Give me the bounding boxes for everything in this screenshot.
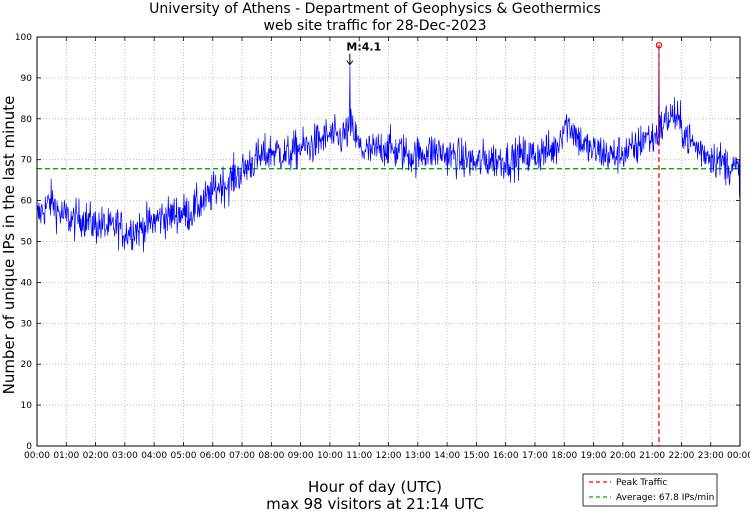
traffic-series-line	[36, 45, 741, 253]
x-tick-label: 09:00	[288, 451, 314, 461]
x-tick-label: 19:00	[581, 451, 607, 461]
x-tick-label: 07:00	[229, 451, 255, 461]
x-axis-label: Hour of day (UTC)	[308, 478, 442, 496]
x-tick-label: 06:00	[200, 451, 226, 461]
x-tick-label: 11:00	[346, 451, 372, 461]
x-tick-label: 22:00	[668, 451, 694, 461]
y-tick-label: 0	[26, 442, 32, 452]
x-tick-label: 20:00	[610, 451, 636, 461]
series-layer	[36, 45, 741, 253]
x-tick-label: 05:00	[170, 451, 196, 461]
x-tick-label: 10:00	[317, 451, 343, 461]
quake-annotation-arrow	[346, 53, 354, 66]
y-tick-label: 70	[21, 156, 33, 166]
x-tick-label: 03:00	[112, 451, 138, 461]
legend-box	[582, 473, 718, 507]
x-tick-label: 00:00	[727, 451, 750, 461]
y-axis-ticks: 0 10 20 30 40 50 60 70 80 90 100	[15, 33, 740, 452]
x-tick-label: 04:00	[141, 451, 167, 461]
y-tick-label: 80	[21, 115, 33, 125]
y-tick-label: 10	[21, 401, 33, 411]
legend-average-label: Average: 67.8 IPs/min	[616, 493, 714, 503]
x-tick-label: 21:00	[639, 451, 665, 461]
y-tick-label: 30	[21, 319, 33, 329]
y-tick-label: 100	[15, 33, 32, 43]
x-tick-label: 23:00	[698, 451, 724, 461]
x-tick-label: 02:00	[83, 451, 109, 461]
x-tick-label: 17:00	[522, 451, 548, 461]
annotation-layer: M:4.1	[346, 41, 381, 66]
x-tick-label: 01:00	[53, 451, 79, 461]
grid	[37, 37, 740, 446]
y-axis-label: Number of unique IPs in the last minute	[0, 96, 18, 395]
x-tick-label: 15:00	[463, 451, 489, 461]
y-tick-label: 50	[21, 238, 33, 248]
chart-title: University of Athens - Department of Geo…	[149, 1, 601, 17]
legend: Peak Traffic Average: 67.8 IPs/min	[582, 473, 718, 507]
quake-annotation-label: M:4.1	[346, 41, 381, 54]
y-tick-label: 20	[21, 360, 33, 370]
x-tick-label: 18:00	[551, 451, 577, 461]
peak-marker	[655, 41, 663, 49]
y-tick-label: 90	[21, 74, 33, 84]
x-tick-label: 12:00	[376, 451, 402, 461]
max-visitors-note: max 98 visitors at 21:14 UTC	[266, 495, 484, 511]
y-tick-label: 40	[21, 278, 33, 288]
peak-layer	[655, 41, 663, 446]
x-tick-label: 08:00	[258, 451, 284, 461]
x-axis-ticks: 00:00 01:00 02:00 03:00 04:00 05:00 06:00 07:00…	[24, 37, 750, 461]
chart-subtitle: web site traffic for 28-Dec-2023	[264, 18, 487, 34]
y-tick-label: 60	[21, 197, 33, 207]
x-tick-label: 00:00	[24, 451, 50, 461]
x-tick-label: 16:00	[493, 451, 519, 461]
legend-peak-label: Peak Traffic	[616, 478, 667, 488]
x-tick-label: 13:00	[405, 451, 431, 461]
x-tick-label: 14:00	[434, 451, 460, 461]
